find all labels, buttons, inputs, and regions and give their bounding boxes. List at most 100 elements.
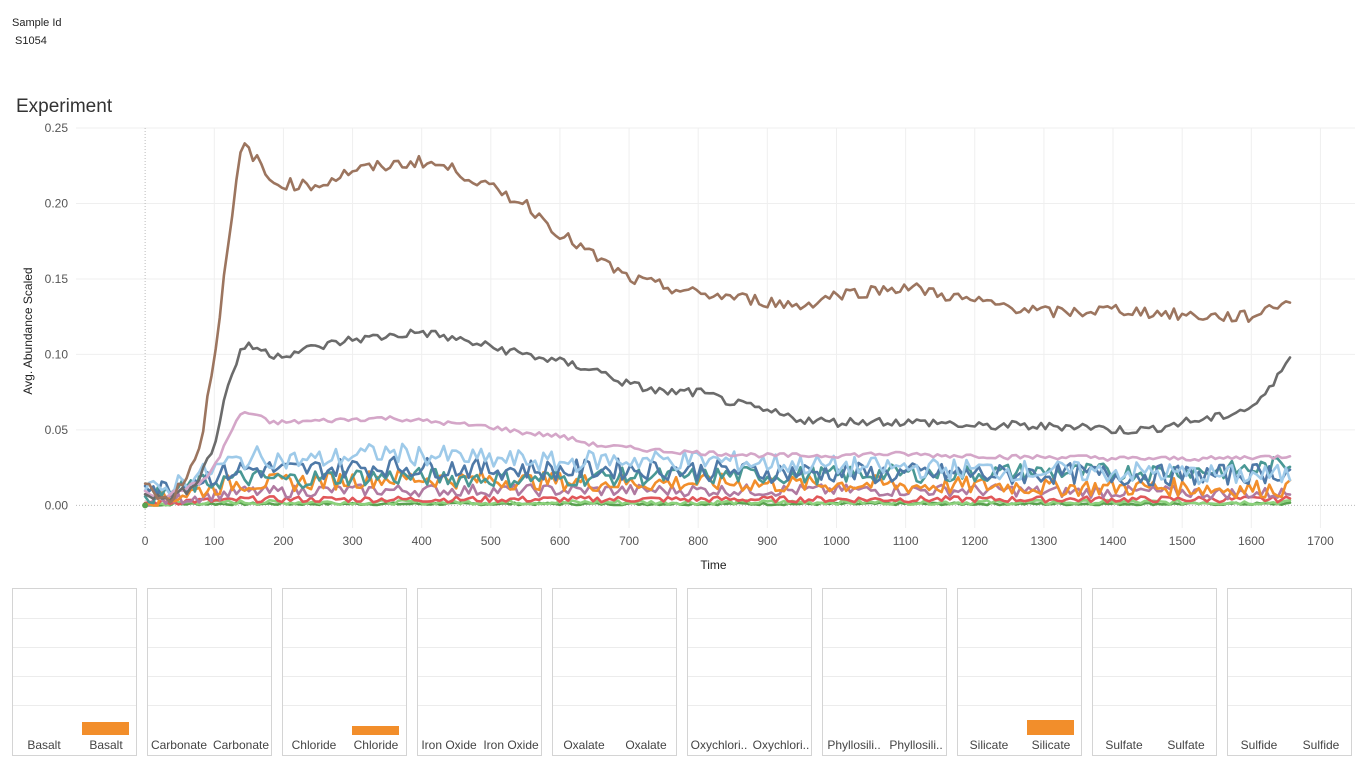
- panel-gridline: [13, 647, 136, 648]
- panel-gridline: [1228, 647, 1351, 648]
- x-tick-label: 400: [412, 534, 432, 548]
- panel-gridline: [1228, 676, 1351, 677]
- panel-label-right: Basalt: [89, 738, 123, 752]
- panel-label-left: Basalt: [27, 738, 61, 752]
- panel-label-left: Sulfide: [1240, 738, 1278, 752]
- panel-gridline: [283, 676, 406, 677]
- panel-label-right: Chloride: [353, 738, 399, 752]
- series-line: [143, 469, 1292, 507]
- x-tick-label: 300: [343, 534, 363, 548]
- sample-id-value[interactable]: S1054: [15, 35, 47, 47]
- category-panel: Oxalate Oxalate: [552, 588, 677, 756]
- category-panel: Phyllosili.. Phyllosili..: [822, 588, 947, 756]
- x-tick-label: 1300: [1031, 534, 1058, 548]
- panel-gridline: [283, 618, 406, 619]
- y-tick-label: 0.00: [45, 498, 69, 512]
- series-line: [143, 442, 1292, 496]
- panel-label-left: Oxychlori..: [690, 738, 748, 752]
- panel-gridline: [283, 647, 406, 648]
- category-panel: Silicate Silicate: [957, 588, 1082, 756]
- category-panel: Chloride Chloride: [282, 588, 407, 756]
- panel-gridline: [553, 618, 676, 619]
- y-tick-label: 0.15: [45, 272, 69, 286]
- sample-id-label: Sample Id: [12, 17, 62, 29]
- panel-gridline: [823, 618, 946, 619]
- panel-gridline: [958, 705, 1081, 706]
- origin-point: [142, 502, 149, 509]
- panel-label-left: Iron Oxide: [421, 738, 477, 752]
- panel-gridline: [418, 676, 541, 677]
- panel-gridline: [1093, 647, 1216, 648]
- panel-gridline: [688, 705, 811, 706]
- sample-id-filter[interactable]: Sample Id S1054: [12, 14, 62, 50]
- panel-gridline: [1093, 705, 1216, 706]
- panel-label-left: Oxalate: [563, 738, 605, 752]
- category-panel: Sulfide Sulfide: [1227, 588, 1352, 756]
- series-line: [143, 455, 1292, 498]
- panel-gridline: [958, 618, 1081, 619]
- category-panel: Basalt Basalt: [12, 588, 137, 756]
- panel-label-right: Iron Oxide: [483, 738, 539, 752]
- panel-label-right: Sulfide: [1302, 738, 1340, 752]
- category-bar[interactable]: [352, 726, 399, 735]
- panel-gridline: [148, 618, 271, 619]
- y-axis-title: Avg. Abundance Scaled: [21, 267, 35, 394]
- panel-gridline: [13, 618, 136, 619]
- panel-label-right: Oxychlori..: [752, 738, 810, 752]
- x-tick-label: 0: [142, 534, 149, 548]
- panel-gridline: [823, 676, 946, 677]
- x-tick-label: 1700: [1307, 534, 1334, 548]
- y-tick-label: 0.25: [45, 121, 69, 135]
- panel-gridline: [823, 647, 946, 648]
- panel-gridline: [1228, 618, 1351, 619]
- y-tick-label: 0.20: [45, 196, 69, 210]
- category-panel: Sulfate Sulfate: [1092, 588, 1217, 756]
- y-tick-label: 0.10: [45, 347, 69, 361]
- x-tick-label: 1200: [961, 534, 988, 548]
- panel-label-right: Phyllosili..: [889, 738, 943, 752]
- x-tick-label: 1100: [893, 534, 919, 548]
- panel-gridline: [1093, 618, 1216, 619]
- line-chart: 0 100 200 300 400 500 600 700 800 900 1000 1100 1200…: [21, 121, 1355, 572]
- panel-gridline: [148, 705, 271, 706]
- panel-gridline: [1093, 676, 1216, 677]
- series-line: [143, 495, 1292, 506]
- x-tick-label: 1400: [1100, 534, 1127, 548]
- panel-gridline: [688, 618, 811, 619]
- panel-gridline: [148, 676, 271, 677]
- series-line: [143, 328, 1292, 503]
- chart-title: Experiment: [16, 96, 113, 117]
- panel-gridline: [958, 676, 1081, 677]
- panel-gridline: [688, 647, 811, 648]
- panel-label-right: Oxalate: [625, 738, 667, 752]
- panel-gridline: [418, 618, 541, 619]
- y-tick-label: 0.05: [45, 423, 69, 437]
- panel-gridline: [283, 705, 406, 706]
- category-bar[interactable]: [82, 721, 129, 735]
- series-line: [143, 411, 1292, 501]
- panel-label-left: Chloride: [291, 738, 337, 752]
- category-panel: Oxychlori.. Oxychlori..: [687, 588, 812, 756]
- x-tick-label: 100: [204, 534, 224, 548]
- panel-gridline: [13, 705, 136, 706]
- category-panel: Carbonate Carbonate: [147, 588, 272, 756]
- category-panel: Iron Oxide Iron Oxide: [417, 588, 542, 756]
- panel-gridline: [418, 647, 541, 648]
- panel-gridline: [553, 647, 676, 648]
- panel-gridline: [688, 676, 811, 677]
- x-tick-label: 1000: [823, 534, 850, 548]
- panel-label-left: Silicate: [969, 738, 1009, 752]
- panel-gridline: [553, 705, 676, 706]
- x-tick-label: 1500: [1169, 534, 1196, 548]
- x-tick-label: 900: [757, 534, 777, 548]
- panel-gridline: [13, 676, 136, 677]
- x-tick-label: 700: [619, 534, 639, 548]
- panel-label-left: Sulfate: [1105, 738, 1143, 752]
- x-tick-label: 1600: [1238, 534, 1265, 548]
- panel-gridline: [1228, 705, 1351, 706]
- x-tick-label: 500: [481, 534, 501, 548]
- panel-gridline: [823, 705, 946, 706]
- panel-gridline: [148, 647, 271, 648]
- panel-label-right: Sulfate: [1167, 738, 1205, 752]
- category-bar[interactable]: [1027, 720, 1074, 735]
